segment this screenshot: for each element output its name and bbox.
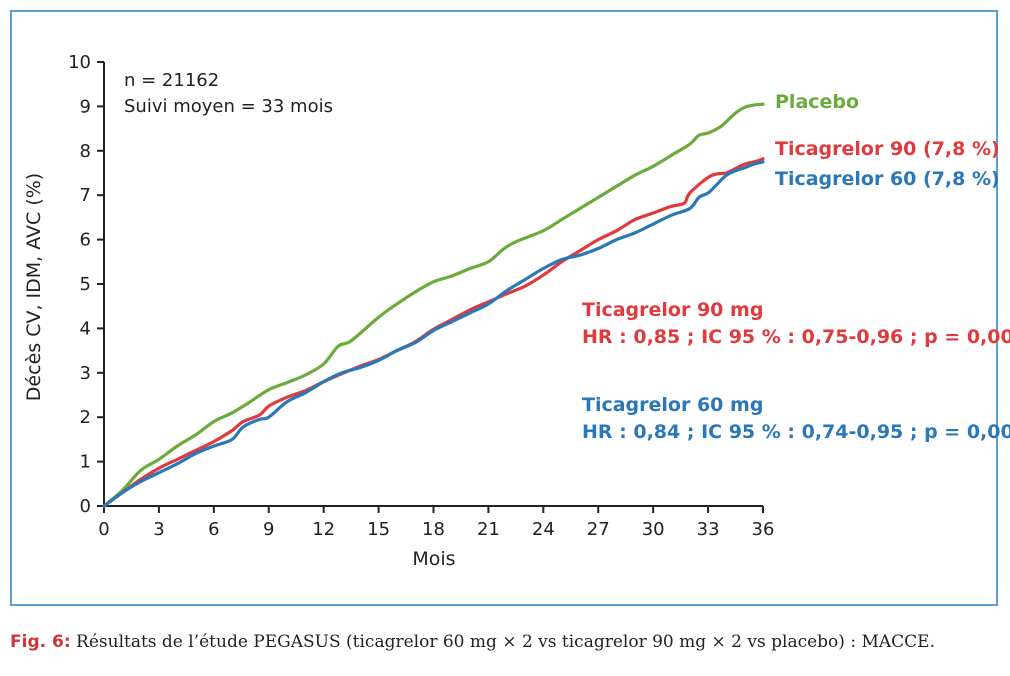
figure-caption: Fig. 6: Résultats de l’étude PEGASUS (ti… [10,632,1000,652]
x-tick-label: 36 [752,519,775,540]
tica60-label: Ticagrelor 60 (7,8 %) [775,168,1000,190]
y-tick-label: 1 [80,452,91,473]
x-axis-label: Mois [412,548,455,570]
y-tick-label: 6 [80,230,91,251]
tica90-label: Ticagrelor 90 (7,8 %) [775,138,1000,160]
series-tica90-line [102,157,765,508]
x-tick-label: 24 [532,519,555,540]
series-placebo-line [102,102,765,508]
x-tick-label: 3 [153,519,164,540]
y-tick-label: 5 [80,274,91,295]
tica60-stats-title: Ticagrelor 60 mg [582,394,763,416]
caption-text: Résultats de l’étude PEGASUS (ticagrelor… [76,632,935,652]
series-tica60-line [102,160,765,508]
tica90-stats: HR : 0,85 ; IC 95 % : 0,75-0,96 ; p = 0,… [582,326,1010,348]
x-tick-label: 27 [587,519,610,540]
tica90-stats-title: Ticagrelor 90 mg [582,299,763,321]
series-group [102,102,765,508]
y-tick-label: 10 [68,52,91,73]
x-tick-label: 9 [263,519,274,540]
y-tick-label: 3 [80,363,91,384]
caption-label: Fig. 6: [10,632,71,652]
x-tick-label: 21 [477,519,500,540]
x-tick-label: 0 [98,519,109,540]
y-tick-label: 4 [80,318,91,339]
x-tick-label: 15 [367,519,390,540]
x-tick-label: 12 [312,519,335,540]
y-tick-label: 9 [80,96,91,117]
x-tick-label: 33 [697,519,720,540]
y-axis-label: Décès CV, IDM, AVC (%) [23,173,45,401]
x-tick-label: 6 [208,519,219,540]
y-tick-label: 0 [80,496,91,517]
x-tick-label: 30 [642,519,665,540]
y-tick-label: 7 [80,185,91,206]
placebo-label: Placebo [775,91,859,113]
n-annotation: n = 21162 [124,70,219,91]
y-tick-label: 8 [80,141,91,162]
y-tick-label: 2 [80,407,91,428]
tica60-stats: HR : 0,84 ; IC 95 % : 0,74-0,95 ; p = 0,… [582,421,1010,443]
followup-annotation: Suivi moyen = 33 mois [124,96,333,117]
x-tick-label: 18 [422,519,445,540]
